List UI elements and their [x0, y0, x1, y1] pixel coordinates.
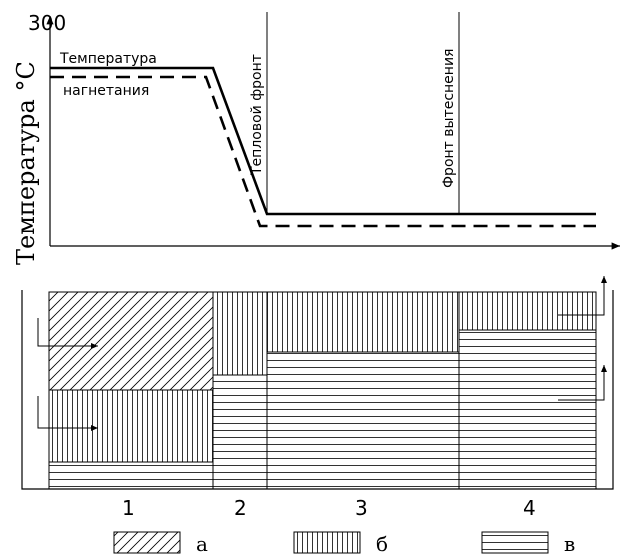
inflow-arrow-upper	[37, 318, 98, 349]
zone1-vertical-fill	[48, 389, 214, 463]
zone2-horizontal-fill	[212, 374, 268, 490]
temperature-chart: 300 Температура °С Температура нагнетани…	[12, 11, 620, 265]
reservoir-diagram: 1 2 3 4	[21, 276, 614, 520]
legend-swatch-a	[113, 531, 181, 554]
outflow-arrow-lower	[558, 365, 607, 401]
legend-swatch-v	[481, 531, 549, 554]
zone3-horizontal-fill	[266, 351, 460, 490]
legend-label-b: б	[376, 532, 388, 556]
legend-label-v: в	[564, 532, 575, 556]
inflow-arrow-lower	[37, 396, 98, 431]
outflow-arrow-upper	[558, 276, 607, 316]
zone-label-2: 2	[234, 496, 247, 520]
zone3-vertical-fill	[266, 291, 460, 353]
zone1-horizontal-fill	[48, 461, 214, 490]
zone1-diagonal-fill	[48, 291, 214, 391]
zone4-vertical-fill	[458, 291, 597, 331]
legend-label-a: а	[196, 532, 208, 556]
y-axis-label: Температура °С	[12, 61, 40, 265]
temperature-dashed-line	[50, 75, 596, 228]
zone-label-1: 1	[122, 496, 135, 520]
zone4-horizontal-fill	[458, 329, 597, 490]
pattern-legend: а б в	[113, 531, 575, 556]
temperature-solid-line	[50, 66, 596, 216]
thermal-front-label: Тепловой фронт	[249, 54, 265, 176]
injection-temp-label-1: Температура	[59, 51, 157, 67]
zone-label-4: 4	[523, 496, 536, 520]
displacement-front-label: Фронт вытеснения	[441, 49, 457, 188]
injection-temp-label-2: нагнетания	[63, 83, 149, 99]
y-tick-300: 300	[28, 11, 66, 35]
legend-swatch-b	[293, 531, 361, 554]
zone2-vertical-fill	[212, 291, 268, 376]
zone-label-3: 3	[355, 496, 368, 520]
